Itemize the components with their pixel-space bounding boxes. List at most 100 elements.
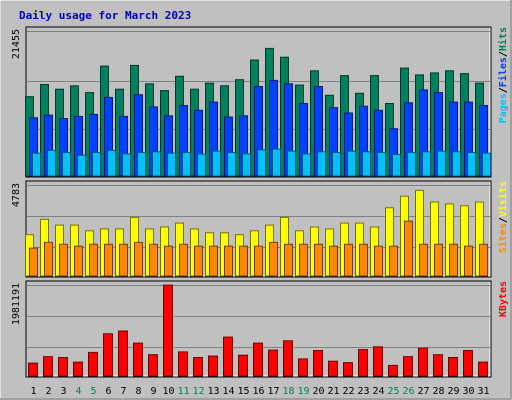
bar-sites-day-12 (194, 245, 203, 277)
bar-sites-day-14 (224, 245, 233, 277)
bar-pages-day-11 (182, 152, 191, 177)
bar-sites-day-8 (134, 241, 143, 277)
day-label-4: 4 (75, 386, 81, 397)
bar-pages-day-4 (77, 154, 86, 177)
bar-kbytes-day-7 (118, 330, 128, 377)
bar-pages-day-28 (437, 150, 446, 177)
bar-pages-day-19 (302, 153, 311, 177)
bar-pages-day-21 (332, 152, 341, 177)
bar-sites-day-17 (269, 241, 278, 277)
bar-sites-day-19 (299, 243, 308, 277)
bar-kbytes-day-25 (388, 364, 398, 377)
bar-pages-day-1 (32, 152, 41, 177)
bar-kbytes-day-5 (88, 351, 98, 377)
bar-pages-day-29 (452, 151, 461, 177)
bar-pages-day-20 (317, 151, 326, 177)
bar-kbytes-day-8 (133, 342, 143, 377)
bar-kbytes-day-24 (373, 346, 383, 377)
bar-pages-day-3 (62, 152, 71, 177)
bar-sites-day-2 (44, 241, 53, 277)
day-label-10: 10 (162, 386, 174, 397)
bar-pages-day-6 (107, 150, 116, 177)
day-label-7: 7 (120, 386, 126, 397)
day-label-15: 15 (237, 386, 249, 397)
day-label-18: 18 (282, 386, 294, 397)
bar-pages-day-9 (152, 151, 161, 177)
panel-kbytes: 1981191 KBytes (11, 280, 509, 378)
bar-sites-day-24 (374, 245, 383, 277)
bar-pages-day-31 (482, 152, 491, 177)
bar-kbytes-day-20 (313, 350, 323, 377)
legend-item-kbytes: KBytes (498, 281, 509, 317)
day-label-25: 25 (387, 386, 399, 397)
bar-pages-day-12 (197, 153, 206, 177)
bar-kbytes-day-3 (58, 357, 68, 377)
y-max-label: 21455 (11, 29, 22, 59)
legend-separator: / (498, 87, 509, 93)
bar-sites-day-10 (164, 245, 173, 277)
bar-kbytes-day-30 (463, 350, 473, 377)
day-label-19: 19 (297, 386, 309, 397)
bar-pages-day-30 (467, 152, 476, 177)
bar-kbytes-day-21 (328, 360, 338, 377)
bar-sites-day-3 (59, 243, 68, 277)
day-label-2: 2 (45, 386, 51, 397)
panel-hits: 21455 Pages/Files/Hits (11, 26, 509, 178)
bar-kbytes-day-18 (283, 340, 293, 377)
bar-kbytes-day-29 (448, 357, 458, 377)
bar-pages-day-24 (377, 152, 386, 177)
bar-kbytes-day-22 (343, 362, 353, 377)
bar-kbytes-day-27 (418, 347, 428, 377)
bar-sites-day-31 (479, 243, 488, 277)
y-max-label: 1981191 (11, 283, 22, 325)
legend-item-visits: Visits (497, 181, 509, 217)
bar-pages-day-2 (47, 150, 56, 177)
bar-kbytes-day-17 (268, 349, 278, 377)
bar-pages-day-10 (167, 152, 176, 177)
bar-sites-day-22 (344, 243, 353, 277)
day-label-28: 28 (432, 386, 444, 397)
day-label-24: 24 (372, 386, 384, 397)
bar-kbytes-day-12 (193, 357, 203, 377)
day-label-11: 11 (177, 386, 189, 397)
y-max-label: 4783 (11, 183, 22, 207)
bar-sites-day-29 (449, 243, 458, 277)
bar-sites-day-4 (74, 245, 83, 277)
bar-pages-day-23 (362, 151, 371, 177)
bar-pages-day-14 (227, 152, 236, 177)
bar-kbytes-day-15 (238, 354, 248, 377)
bar-sites-day-13 (209, 245, 218, 277)
bar-pages-day-7 (122, 153, 131, 177)
bar-pages-day-17 (272, 148, 281, 177)
bar-sites-day-30 (464, 245, 473, 277)
bar-kbytes-day-26 (403, 356, 413, 377)
day-label-5: 5 (90, 386, 96, 397)
bar-kbytes-day-2 (43, 356, 53, 377)
bar-sites-day-15 (239, 245, 248, 277)
day-label-27: 27 (417, 386, 429, 397)
bar-pages-day-5 (92, 152, 101, 177)
bar-kbytes-day-28 (433, 354, 443, 377)
legend-item-files: Files (497, 57, 509, 87)
bar-kbytes-day-23 (358, 349, 368, 377)
bar-sites-day-28 (434, 243, 443, 277)
legend-item-sites: Sites (497, 223, 509, 253)
day-label-17: 17 (267, 386, 279, 397)
day-label-12: 12 (192, 386, 204, 397)
day-label-3: 3 (60, 386, 66, 397)
bar-kbytes-day-31 (478, 361, 488, 377)
day-label-8: 8 (135, 386, 141, 397)
bar-pages-day-26 (407, 152, 416, 177)
panel-visits: 4783 Sites/Visits (11, 180, 509, 278)
bar-pages-day-8 (137, 152, 146, 177)
bar-sites-day-26 (404, 220, 413, 277)
bar-pages-day-22 (347, 150, 356, 177)
bar-kbytes-day-19 (298, 358, 308, 377)
legend-hits: Pages/Files/Hits (497, 27, 509, 123)
day-label-6: 6 (105, 386, 111, 397)
day-label-30: 30 (462, 386, 474, 397)
bar-sites-day-16 (254, 245, 263, 277)
bar-kbytes-day-14 (223, 336, 233, 377)
bar-sites-day-21 (329, 245, 338, 277)
